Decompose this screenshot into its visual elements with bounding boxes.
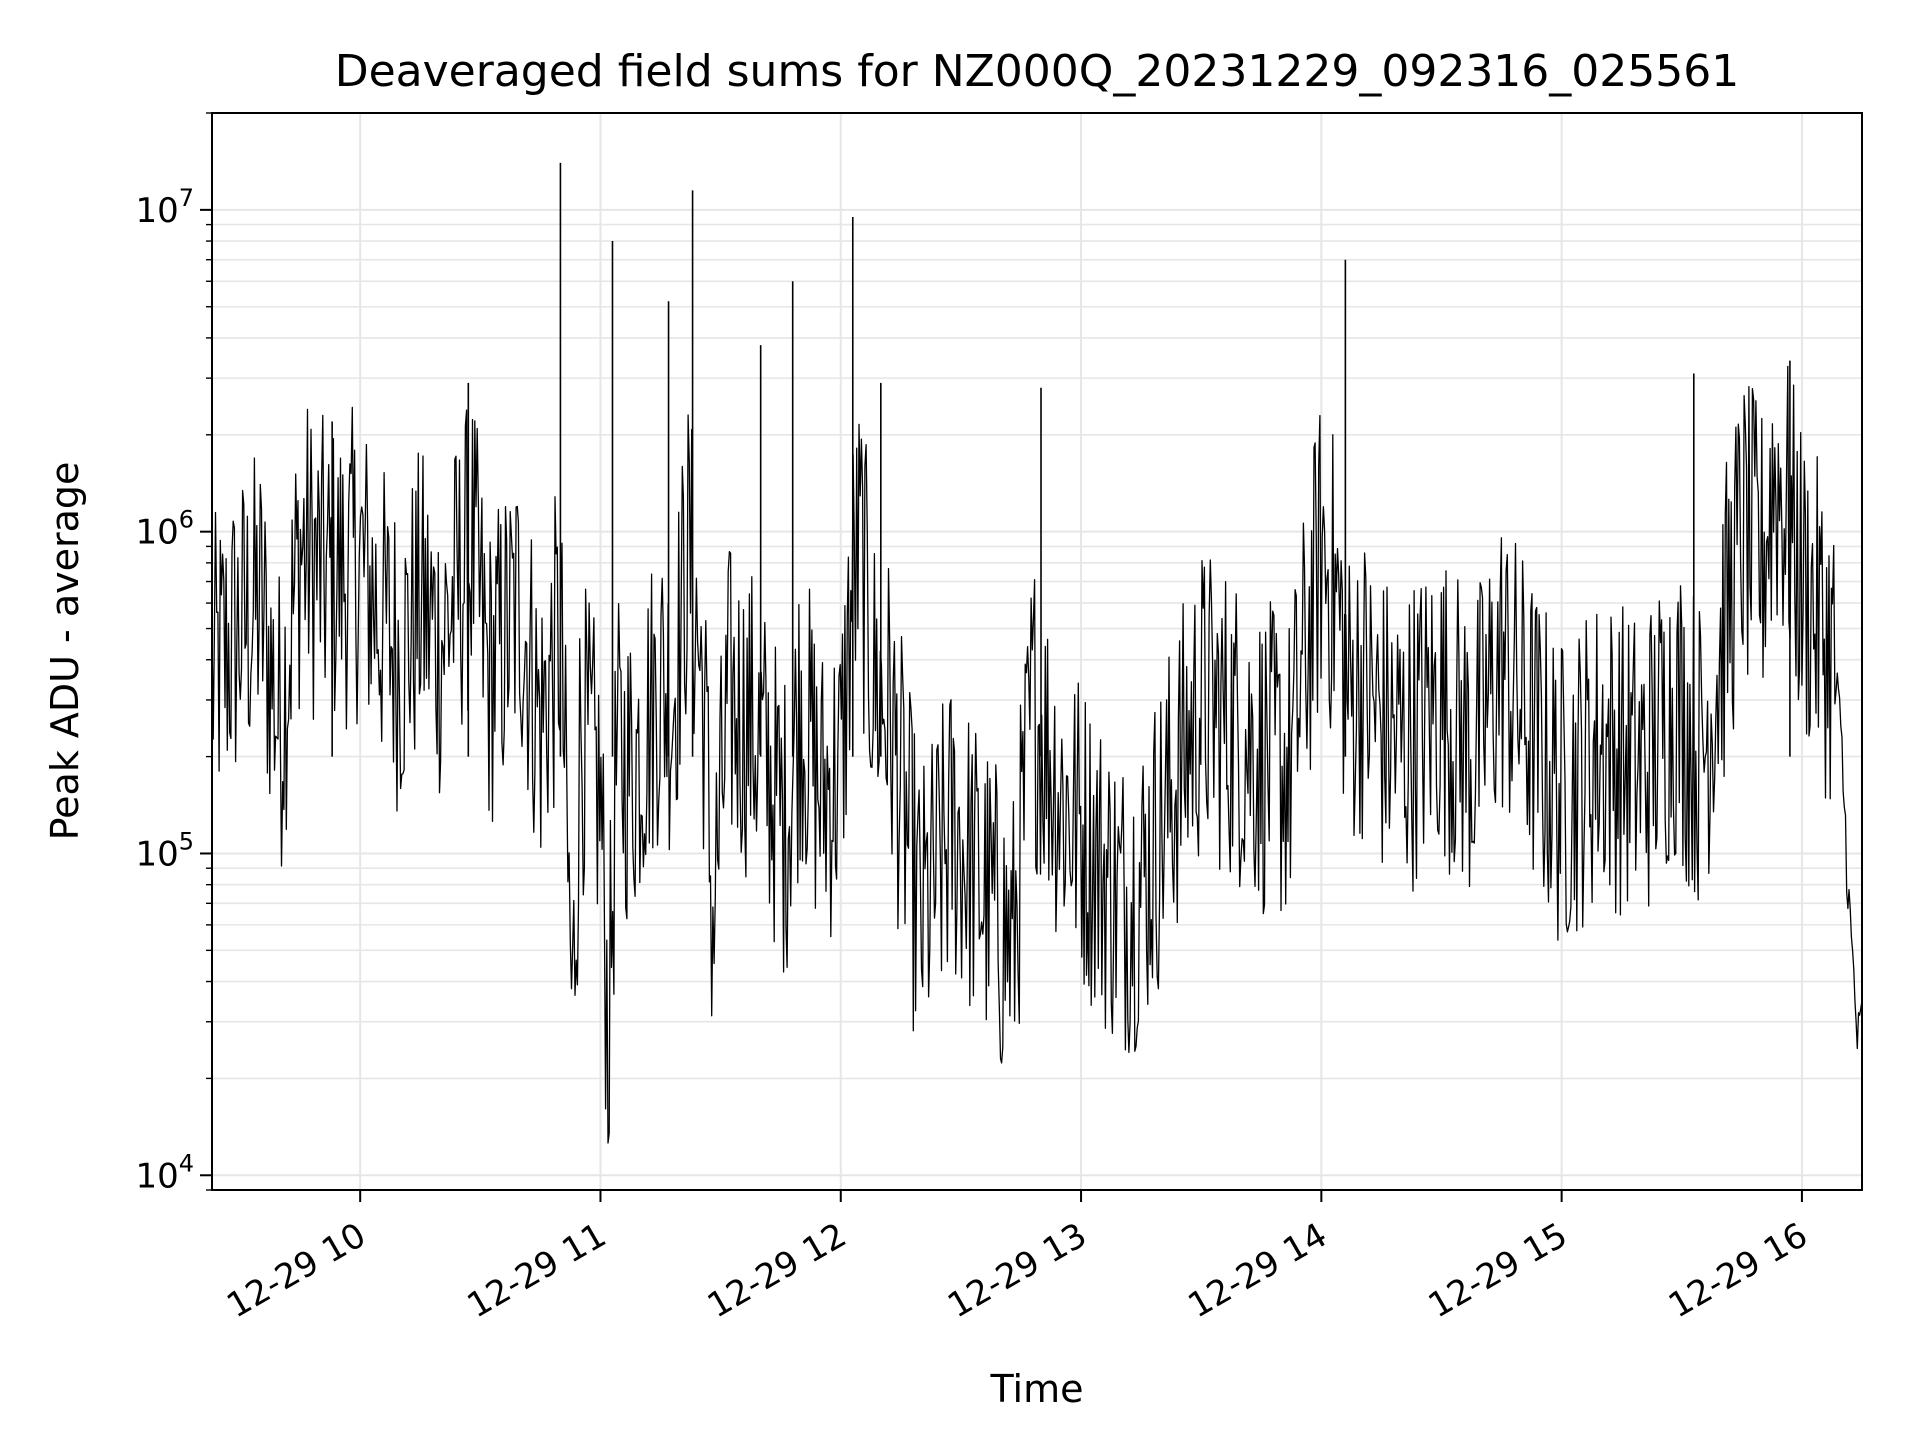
y-tick-label: 104 (135, 1149, 194, 1196)
y-axis-ticks: 104 105 106 107 (135, 112, 212, 1196)
y-tick-label: 105 (135, 827, 194, 874)
chart-title: Deaveraged field sums for NZ000Q_2023122… (335, 46, 1740, 97)
plot-frame (211, 112, 1863, 1191)
y-tick-label: 106 (135, 506, 194, 553)
y-tick-label: 107 (135, 184, 194, 231)
data-series (211, 162, 1863, 1144)
x-axis-label: Time (990, 1367, 1084, 1411)
y-axis-label: Peak ADU - average (43, 462, 87, 841)
series-line (211, 365, 1863, 1144)
